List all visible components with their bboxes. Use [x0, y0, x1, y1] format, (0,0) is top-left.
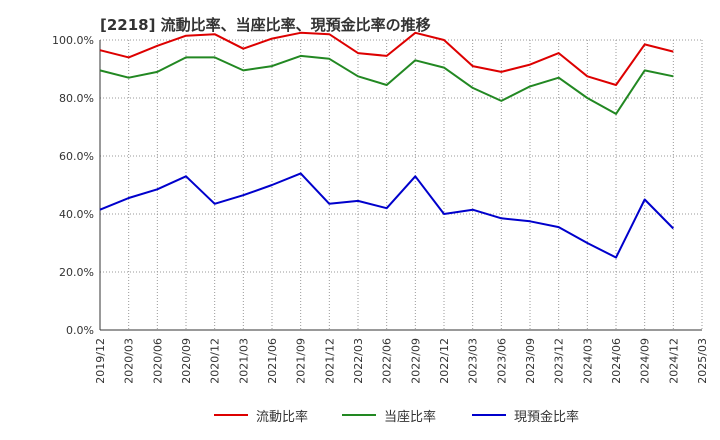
- legend-swatch-cash-ratio: [472, 414, 506, 416]
- x-tick-label: 2022/12: [438, 338, 451, 384]
- y-tick-label: 0.0%: [66, 324, 94, 337]
- x-tick-label: 2021/06: [266, 338, 279, 384]
- series-line-1: [99, 54, 674, 115]
- x-tick-label: 2023/12: [553, 338, 566, 384]
- y-tick-label: 40.0%: [59, 208, 94, 221]
- legend-label-cash-ratio: 現預金比率: [514, 409, 580, 425]
- tick-label-layer: 0.0% 20.0% 40.0% 60.0% 80.0% 100.0% 2019/12 202…: [52, 34, 709, 384]
- x-tick-label: 2024/12: [667, 338, 680, 384]
- x-tick-label: 2023/09: [524, 338, 537, 384]
- grid-layer: [99, 39, 703, 331]
- x-tick-label: 2021/03: [237, 338, 250, 384]
- x-tick-label: 2022/03: [352, 338, 365, 384]
- legend-item-cash-ratio: 現預金比率: [472, 404, 579, 426]
- legend-swatch-quick-ratio: [342, 414, 376, 416]
- x-tick-label: 2020/12: [209, 338, 222, 384]
- series-line-0: [99, 31, 674, 86]
- x-tick-label: 2023/03: [467, 338, 480, 384]
- x-tick-label: 2022/09: [409, 338, 422, 384]
- legend-label-quick-ratio: 当座比率: [384, 409, 437, 425]
- x-tick-label: 2024/03: [581, 338, 594, 384]
- x-tick-label: 2021/09: [295, 338, 308, 384]
- legend-item-quick-ratio: 当座比率: [342, 404, 436, 426]
- legend-item-current-ratio: 流動比率: [214, 404, 308, 426]
- x-tick-label: 2024/06: [610, 338, 623, 384]
- x-tick-label: 2024/09: [639, 338, 652, 384]
- chart-title: [2218] 流動比率、当座比率、現預金比率の推移: [100, 16, 431, 34]
- x-tick-label: 2021/12: [323, 338, 336, 384]
- y-tick-label: 60.0%: [59, 150, 94, 163]
- y-tick-label: 20.0%: [59, 266, 94, 279]
- series-layer: [99, 31, 675, 259]
- x-tick-label: 2019/12: [94, 338, 107, 384]
- x-tick-label: 2023/06: [495, 338, 508, 384]
- legend-label-current-ratio: 流動比率: [256, 409, 309, 425]
- x-tick-label: 2020/06: [151, 338, 164, 384]
- y-tick-label: 100.0%: [52, 34, 94, 47]
- chart-legend: 流動比率 当座比率 現預金比率: [0, 404, 720, 426]
- legend-swatch-current-ratio: [214, 414, 248, 416]
- x-tick-label: 2020/09: [180, 338, 193, 384]
- y-tick-label: 80.0%: [59, 92, 94, 105]
- axis-layer: [99, 40, 702, 331]
- x-tick-label: 2025/03: [696, 338, 709, 384]
- series-line-2: [99, 172, 675, 259]
- x-tick-label: 2020/03: [123, 338, 136, 384]
- x-tick-label: 2022/06: [381, 338, 394, 384]
- plot-area: [100, 40, 702, 330]
